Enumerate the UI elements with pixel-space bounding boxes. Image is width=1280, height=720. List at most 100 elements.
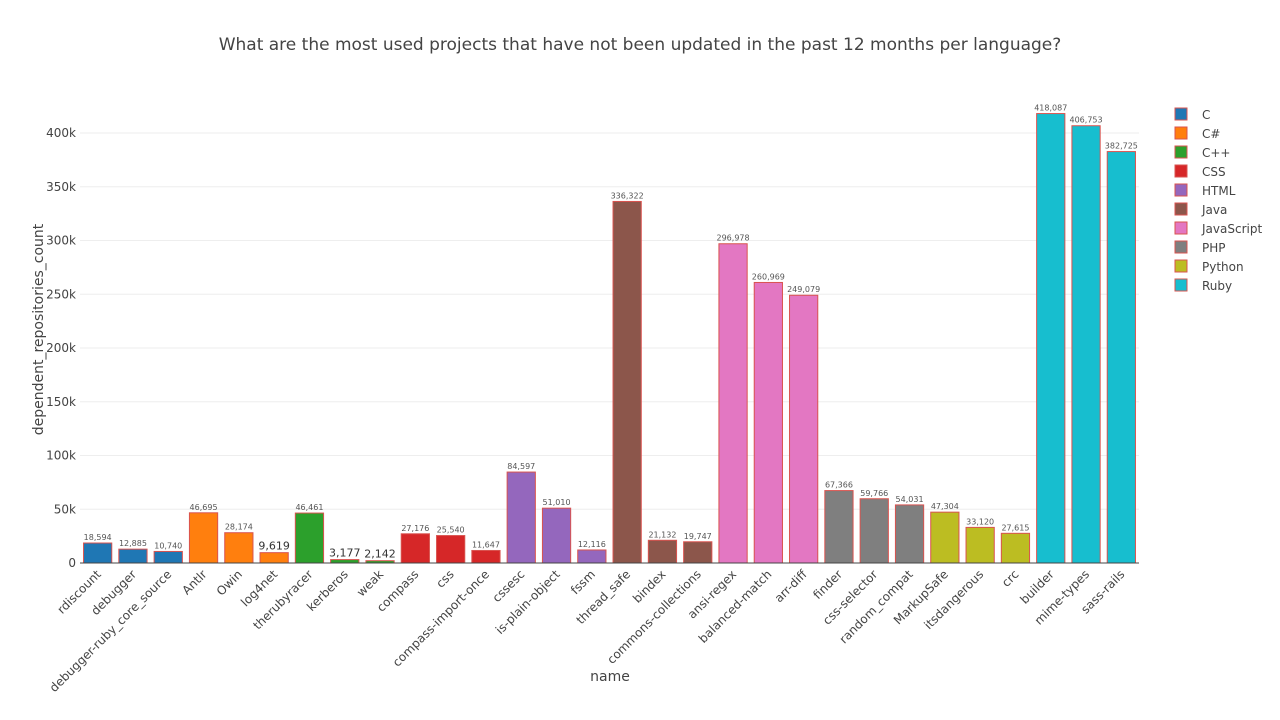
bar-compass-import-once[interactable] xyxy=(471,549,501,564)
bar-MarkupSafe[interactable] xyxy=(930,511,960,564)
bar-value-label: 11,647 xyxy=(472,540,500,549)
y-tick-label: 350k xyxy=(46,180,76,194)
x-tick-label: crc xyxy=(999,567,1022,590)
bar-value-label: 12,885 xyxy=(119,539,147,548)
bar-compass[interactable] xyxy=(400,533,430,564)
bar-value-label: 18,594 xyxy=(84,533,112,542)
legend-swatch-Java[interactable] xyxy=(1174,202,1188,216)
y-tick-label: 300k xyxy=(46,234,76,248)
bar-css[interactable] xyxy=(436,535,466,564)
legend-label[interactable]: CSS xyxy=(1202,165,1226,179)
bar-mime-types[interactable] xyxy=(1071,125,1101,564)
bar-thread_safe[interactable] xyxy=(612,200,642,564)
legend-label[interactable]: C# xyxy=(1202,127,1220,141)
x-tick-label: arr-diff xyxy=(772,567,811,606)
bar-log4net[interactable] xyxy=(259,552,289,564)
legend-label[interactable]: C xyxy=(1202,108,1210,122)
bar-is-plain-object[interactable] xyxy=(541,507,572,564)
legend-label[interactable]: Python xyxy=(1202,260,1244,274)
bar-value-label: 2,142 xyxy=(364,548,396,561)
legend-label[interactable]: PHP xyxy=(1202,241,1226,255)
bar-value-label: 46,695 xyxy=(190,503,218,512)
bar-cssesc[interactable] xyxy=(506,471,536,564)
y-tick-label: 250k xyxy=(46,287,76,301)
bar-commons-collections[interactable] xyxy=(683,541,713,564)
bar-ansi-regex[interactable] xyxy=(718,243,748,564)
bar-value-label: 260,969 xyxy=(752,272,785,281)
legend-swatch-Python[interactable] xyxy=(1174,259,1188,273)
bar-random_compat[interactable] xyxy=(894,504,925,564)
bar-builder[interactable] xyxy=(1036,113,1066,564)
bar-fssm[interactable] xyxy=(577,549,607,564)
bar-value-label: 418,087 xyxy=(1034,104,1067,113)
legend-label[interactable]: HTML xyxy=(1202,184,1236,198)
bar-debugger[interactable] xyxy=(118,548,148,564)
bar-value-label: 12,116 xyxy=(578,540,606,549)
bar-value-label: 59,766 xyxy=(860,489,888,498)
bar-value-label: 296,978 xyxy=(717,234,750,243)
bar-debugger-ruby_core_source[interactable] xyxy=(153,550,183,564)
bar-kerberos[interactable] xyxy=(330,559,360,564)
y-tick-label: 200k xyxy=(46,341,76,355)
legend-swatch-HTML[interactable] xyxy=(1174,183,1188,197)
bar-rdiscount[interactable] xyxy=(83,542,113,564)
bar-value-label: 67,366 xyxy=(825,481,853,490)
x-axis-title: name xyxy=(590,669,630,685)
bar-sass-rails[interactable] xyxy=(1106,151,1136,564)
legend-swatch-C[interactable] xyxy=(1174,107,1188,121)
bar-Antlr[interactable] xyxy=(188,512,219,564)
bar-value-label: 19,747 xyxy=(684,532,712,541)
x-tick-label: css xyxy=(433,567,456,590)
legend-swatch-C#[interactable] xyxy=(1174,126,1188,140)
y-tick-label: 50k xyxy=(54,502,76,516)
x-tick-label: is-plain-object xyxy=(493,567,563,637)
legend-label[interactable]: Ruby xyxy=(1202,279,1232,293)
bar-value-label: 51,010 xyxy=(543,498,571,507)
legend-label[interactable]: Java xyxy=(1201,203,1227,217)
bar-value-label: 46,461 xyxy=(295,503,323,512)
bar-value-label: 25,540 xyxy=(437,526,465,535)
bar-value-label: 336,322 xyxy=(611,191,644,200)
legend-swatch-JavaScript[interactable] xyxy=(1174,221,1188,235)
bar-Owin[interactable] xyxy=(224,532,254,564)
legend-swatch-Ruby[interactable] xyxy=(1174,278,1188,292)
y-tick-label: 0 xyxy=(68,556,76,570)
chart-title: What are the most used projects that hav… xyxy=(219,35,1062,55)
bar-crc[interactable] xyxy=(1000,532,1031,564)
bar-balanced-match[interactable] xyxy=(753,281,783,564)
bar-value-label: 249,079 xyxy=(787,285,820,294)
bar-value-label: 10,740 xyxy=(154,541,182,550)
bar-value-label: 27,176 xyxy=(401,524,429,533)
bar-css-selector[interactable] xyxy=(859,498,889,564)
x-tick-label: weak xyxy=(354,567,386,599)
bar-value-label: 382,725 xyxy=(1105,142,1138,151)
legend-swatch-CSS[interactable] xyxy=(1174,164,1188,178)
legend-swatch-C++[interactable] xyxy=(1174,145,1188,159)
x-tick-label: fssm xyxy=(568,567,598,597)
bar-value-label: 406,753 xyxy=(1070,116,1103,125)
bar-value-label: 27,615 xyxy=(1001,523,1029,532)
bar-value-label: 33,120 xyxy=(966,517,994,526)
y-axis-title: dependent_repositories_count xyxy=(31,223,47,435)
bar-bindex[interactable] xyxy=(647,539,678,564)
bar-value-label: 3,177 xyxy=(329,547,361,560)
bar-value-label: 28,174 xyxy=(225,523,253,532)
legend-label[interactable]: C++ xyxy=(1202,146,1231,160)
y-tick-label: 400k xyxy=(46,126,76,140)
bar-value-label: 84,597 xyxy=(507,462,535,471)
bar-itsdangerous[interactable] xyxy=(965,526,995,564)
bar-arr-diff[interactable] xyxy=(789,294,819,564)
x-tick-label: Antlr xyxy=(179,567,209,597)
legend-swatch-PHP[interactable] xyxy=(1174,240,1188,254)
legend-label[interactable]: JavaScript xyxy=(1201,222,1262,236)
bar-finder[interactable] xyxy=(824,490,854,564)
y-tick-label: 100k xyxy=(46,449,76,463)
bar-value-label: 21,132 xyxy=(648,530,676,539)
bar-therubyracer[interactable] xyxy=(294,512,325,564)
bar-value-label: 9,619 xyxy=(258,540,290,553)
bar-value-label: 47,304 xyxy=(931,502,959,511)
x-tick-label: Owin xyxy=(214,567,245,598)
bar-value-label: 54,031 xyxy=(896,495,924,504)
